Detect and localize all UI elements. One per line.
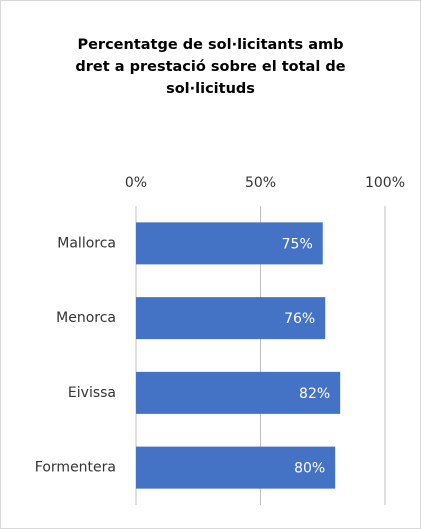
y-tick-label: Eivissa xyxy=(68,385,116,401)
y-tick-label: Mallorca xyxy=(57,235,116,251)
bar xyxy=(136,222,323,265)
data-label: 80% xyxy=(294,461,325,477)
y-tick-label: Formentera xyxy=(35,460,116,476)
y-tick-label: Menorca xyxy=(56,310,116,326)
chart-title: Percentatge de sol·licitants amb dret a … xyxy=(75,37,346,97)
bar xyxy=(136,446,336,489)
x-tick-label: 100% xyxy=(365,175,405,191)
bar xyxy=(136,371,341,414)
data-label: 76% xyxy=(284,311,315,327)
data-label: 82% xyxy=(299,386,330,402)
bar xyxy=(136,297,326,340)
x-tick-label: 50% xyxy=(245,175,276,191)
data-label: 75% xyxy=(282,236,313,252)
x-tick-label: 0% xyxy=(125,175,147,191)
